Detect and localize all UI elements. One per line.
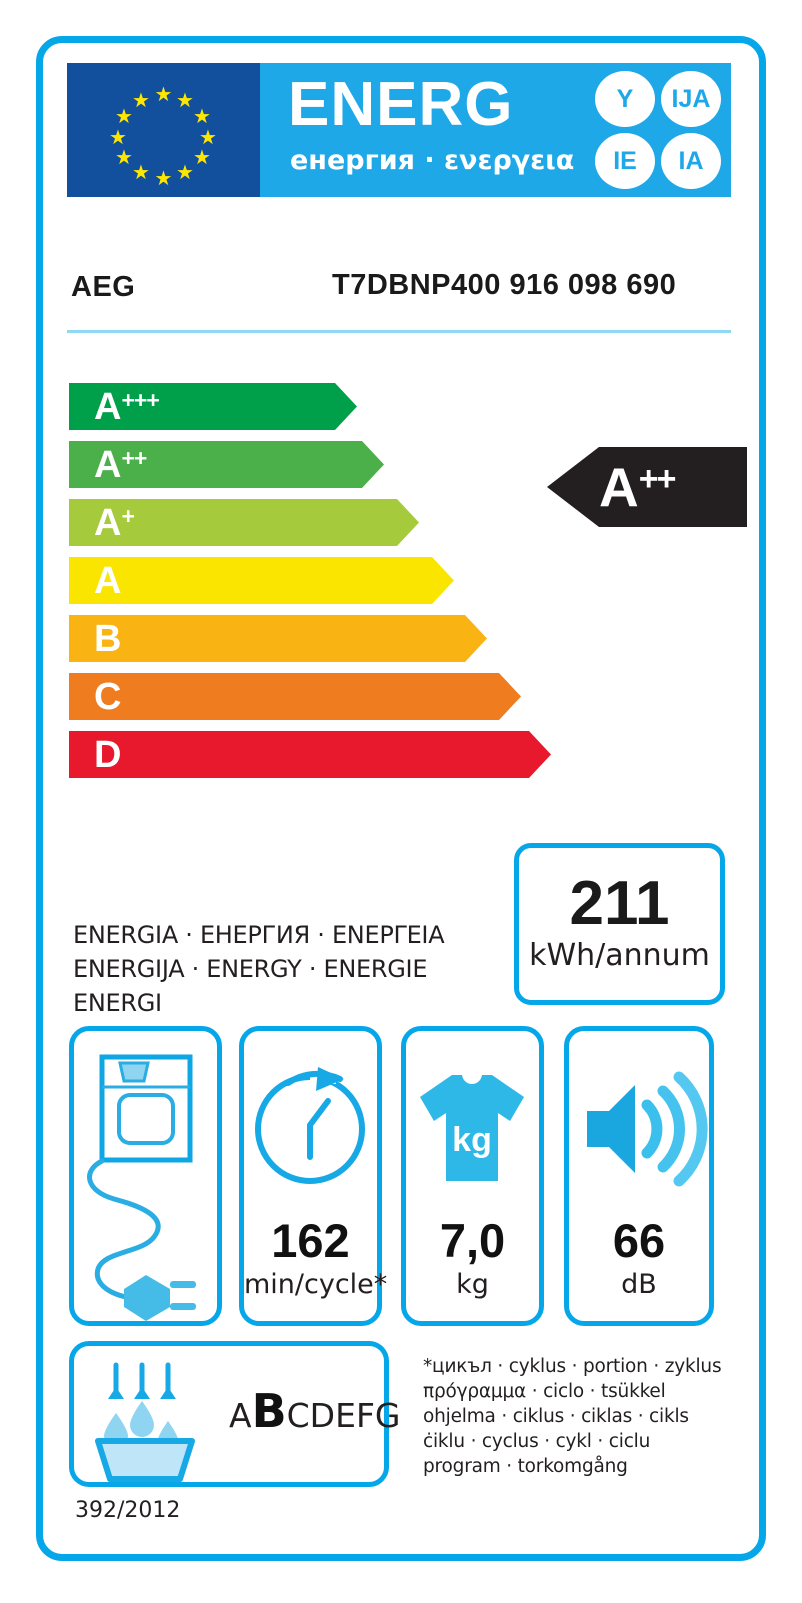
energy-class-bar: A ++ <box>69 441 384 488</box>
condensation-efficiency-box: ABCDEFG <box>69 1341 401 1487</box>
energy-label: ★ ★ ★ ★ ★ ★ ★ ★ ★ ★ ★ ★ ENERG енергия · … <box>36 36 766 1561</box>
condensation-class-scale: ABCDEFG <box>229 1388 401 1435</box>
energy-class-letter: A +++ <box>94 385 160 428</box>
energy-class-letter: A <box>94 559 122 602</box>
brand-divider <box>67 330 731 333</box>
annual-energy-value: 211 <box>569 869 670 939</box>
capacity-box: kg 7,0 kg <box>401 1026 544 1326</box>
language-circle-ie: IE <box>595 133 655 189</box>
condensation-scale-after: CDEFG <box>286 1396 401 1435</box>
language-circle-y: Y <box>595 71 655 127</box>
energy-class-letter: A ++ <box>94 443 147 486</box>
energia-languages: ENERGIA · ЕНЕРГИЯ · ΕΝΕΡΓΕΙΑ ENERGIJA · E… <box>73 918 493 1020</box>
energy-class-scale: A +++ A ++ A + A B C D A ++ <box>69 383 749 799</box>
energy-class-bar: D <box>69 731 551 778</box>
noise-value: 66 <box>612 1214 666 1267</box>
energy-class-bar: A <box>69 557 454 604</box>
annual-energy-box: 211 kWh/annum <box>514 843 725 1005</box>
condensation-scale-before: A <box>229 1396 252 1435</box>
rating-letter: A ++ <box>599 455 677 518</box>
cycle-time-unit: min/cycle* <box>244 1269 388 1300</box>
eu-flag-icon: ★ ★ ★ ★ ★ ★ ★ ★ ★ ★ ★ ★ <box>67 63 260 197</box>
energ-wordmark: ENERG <box>288 70 514 139</box>
footnote-line: program · torkomgång <box>423 1455 628 1477</box>
clock-icon <box>255 1067 365 1184</box>
energy-class-bar: A +++ <box>69 383 357 430</box>
water-drops-basin-icon <box>95 1362 195 1482</box>
footnote-line: πρόγραμμα · ciclo · tsükkel <box>423 1380 666 1402</box>
energy-class-letter: A + <box>94 501 135 544</box>
metric-boxes: 162 min/cycle* kg 7,0 kg 66 dB <box>69 1026 749 1326</box>
footnote-line: ċiklu · cyclus · cykl · ciclu <box>423 1430 651 1452</box>
energia-language-line: ENERGI <box>73 989 162 1018</box>
tumble-dryer-plug-icon <box>87 1054 196 1321</box>
rating-plus-text: ++ <box>638 459 677 498</box>
language-circle-ija: IJA <box>661 71 721 127</box>
regulation-number: 392/2012 <box>75 1498 181 1523</box>
energ-subtitle: енергия · ενεργεια <box>290 145 575 176</box>
cycle-footnote: *цикъл · cyklus · portion · zyklus πρόγρα… <box>423 1355 723 1480</box>
footnote-line: ohjelma · ciklus · ciklas · cikls <box>423 1405 689 1427</box>
tshirt-kg-icon: kg <box>420 1075 524 1181</box>
language-circle-ia: IA <box>661 133 721 189</box>
condensation-class-selected: B <box>251 1384 287 1438</box>
energy-class-bar: A + <box>69 499 419 546</box>
footnote-line: *цикъл · cyklus · portion · zyklus <box>423 1356 722 1377</box>
speaker-noise-icon <box>587 1071 708 1187</box>
label-header: ★ ★ ★ ★ ★ ★ ★ ★ ★ ★ ★ ★ ENERG енергия · … <box>67 63 731 197</box>
noise-unit: dB <box>621 1269 657 1300</box>
noise-box: 66 dB <box>564 1026 714 1326</box>
energia-language-line: ENERGIJA · ENERGY · ENERGIE <box>73 955 428 984</box>
energy-class-letter: C <box>94 675 122 718</box>
energy-class-letter: D <box>94 733 122 776</box>
annual-energy-unit: kWh/annum <box>529 937 710 973</box>
energy-class-bar: B <box>69 615 487 662</box>
capacity-value: 7,0 <box>439 1214 506 1267</box>
energ-banner: ENERG енергия · ενεργεια Y IJA IE IA <box>260 63 731 197</box>
language-circles: Y IJA IE IA <box>595 71 721 189</box>
capacity-unit: kg <box>456 1269 489 1300</box>
model-identifier: T7DBNP400 916 098 690 <box>332 269 677 301</box>
appliance-box <box>69 1026 222 1326</box>
cycle-time-box: 162 min/cycle* <box>239 1026 388 1326</box>
tshirt-kg-text: kg <box>452 1121 492 1159</box>
cycle-time-value: 162 <box>271 1214 350 1267</box>
brand-model-row: AEG T7DBNP400 916 098 690 <box>67 263 731 325</box>
energy-class-bar: C <box>69 673 521 720</box>
rating-letter-text: A <box>599 455 639 518</box>
energia-language-line: ENERGIA · ЕНЕРГИЯ · ΕΝΕΡΓΕΙΑ <box>73 921 445 949</box>
energy-class-letter: B <box>94 617 122 660</box>
brand-name: AEG <box>71 271 136 303</box>
energy-class-rating-badge: A ++ <box>547 447 747 527</box>
